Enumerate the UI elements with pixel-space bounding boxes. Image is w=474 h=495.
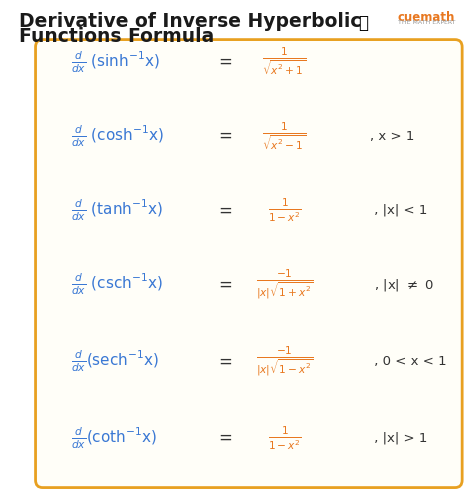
Text: $\frac{1}{\sqrt{x^2+1}}$: $\frac{1}{\sqrt{x^2+1}}$ xyxy=(263,47,306,77)
Text: cuemath: cuemath xyxy=(398,11,455,24)
Text: $\frac{1}{1-x^2}$: $\frac{1}{1-x^2}$ xyxy=(267,197,301,224)
Text: $\frac{-1}{|x|\sqrt{1+x^2}}$: $\frac{-1}{|x|\sqrt{1+x^2}}$ xyxy=(255,268,313,301)
Text: =: = xyxy=(218,429,232,447)
Text: , |x| < 1: , |x| < 1 xyxy=(370,204,427,217)
Text: =: = xyxy=(218,352,232,370)
Text: , x > 1: , x > 1 xyxy=(370,130,414,143)
Text: $\frac{d}{dx}$ (csch$^{-1}$x): $\frac{d}{dx}$ (csch$^{-1}$x) xyxy=(71,272,163,297)
Text: THE MATH EXPERT: THE MATH EXPERT xyxy=(398,20,455,25)
Text: $\frac{d}{dx}$(coth$^{-1}$x): $\frac{d}{dx}$(coth$^{-1}$x) xyxy=(71,425,157,451)
Text: $\frac{d}{dx}$ (cosh$^{-1}$x): $\frac{d}{dx}$ (cosh$^{-1}$x) xyxy=(71,123,164,149)
Text: 🚀: 🚀 xyxy=(358,14,368,32)
Text: $\frac{d}{dx}$ (tanh$^{-1}$x): $\frac{d}{dx}$ (tanh$^{-1}$x) xyxy=(71,198,164,223)
Text: $\frac{1}{\sqrt{x^2-1}}$: $\frac{1}{\sqrt{x^2-1}}$ xyxy=(263,121,306,151)
Text: , |x| $\neq$ 0: , |x| $\neq$ 0 xyxy=(370,277,433,293)
FancyBboxPatch shape xyxy=(36,40,462,488)
Text: , |x| > 1: , |x| > 1 xyxy=(370,432,427,445)
Text: =: = xyxy=(218,276,232,294)
Text: Functions Formula: Functions Formula xyxy=(19,27,214,46)
Text: =: = xyxy=(218,53,232,71)
Text: $\frac{d}{dx}$(sech$^{-1}$x): $\frac{d}{dx}$(sech$^{-1}$x) xyxy=(71,348,159,374)
Text: =: = xyxy=(218,127,232,145)
Text: $\frac{-1}{|x|\sqrt{1-x^2}}$: $\frac{-1}{|x|\sqrt{1-x^2}}$ xyxy=(255,345,313,378)
Text: , 0 < x < 1: , 0 < x < 1 xyxy=(370,355,447,368)
Text: =: = xyxy=(218,201,232,219)
Text: Derivative of Inverse Hyperbolic: Derivative of Inverse Hyperbolic xyxy=(19,12,362,31)
Text: $\frac{d}{dx}$ (sinh$^{-1}$x): $\frac{d}{dx}$ (sinh$^{-1}$x) xyxy=(71,49,160,75)
Text: $\frac{1}{1-x^2}$: $\frac{1}{1-x^2}$ xyxy=(267,424,301,452)
